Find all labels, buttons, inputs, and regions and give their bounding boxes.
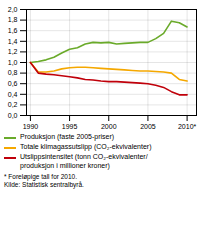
svg-text:1,6: 1,6 xyxy=(8,27,18,34)
html-text:* Foreløpige tall for 2010.: * Foreløpige tall for 2010. xyxy=(4,173,77,180)
svg-text:1995: 1995 xyxy=(62,123,78,130)
svg-text:2000: 2000 xyxy=(101,123,117,130)
svg-text:1,2: 1,2 xyxy=(8,48,18,55)
html-text:Kilde: Statistisk sentralbyrå.: Kilde: Statistisk sentralbyrå. xyxy=(4,181,84,188)
svg-text:0,4: 0,4 xyxy=(8,91,18,98)
svg-text:0,0: 0,0 xyxy=(8,112,18,119)
svg-text:1,0: 1,0 xyxy=(8,59,18,66)
html-text:Produksjon (faste 2005-priser): Produksjon (faste 2005-priser) xyxy=(20,133,115,140)
svg-text:2010*: 2010* xyxy=(178,123,197,130)
svg-text:0,8: 0,8 xyxy=(8,69,18,76)
svg-text:1990: 1990 xyxy=(23,123,39,130)
svg-text:0,6: 0,6 xyxy=(8,80,18,87)
svg-text:1,4: 1,4 xyxy=(8,38,18,45)
svg-text:1,8: 1,8 xyxy=(8,16,18,23)
svg-text:0,2: 0,2 xyxy=(8,101,18,108)
svg-text:2005: 2005 xyxy=(140,123,156,130)
svg-text:2,0: 2,0 xyxy=(8,6,18,13)
html-text:Utslippsintensitet (tonn CO₂-e: Utslippsintensitet (tonn CO₂-ekvivalente… xyxy=(20,153,148,169)
html-text:Totale klimagassutslipp (CO₂-e: Totale klimagassutslipp (CO₂-ekvivalente… xyxy=(20,143,152,150)
